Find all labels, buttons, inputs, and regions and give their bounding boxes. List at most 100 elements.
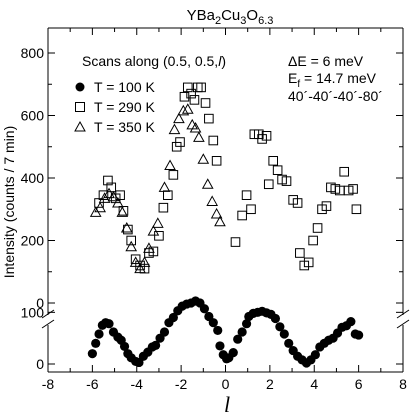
point-350k — [138, 256, 151, 267]
point-350k — [94, 201, 106, 213]
point-350k — [107, 190, 120, 202]
point-350k — [210, 207, 223, 219]
y-tick-label: 0 — [36, 295, 44, 311]
point-290k — [148, 246, 159, 257]
point-290k — [211, 156, 222, 166]
scan-annotation: Scans along (0.5, 0.5,l) — [82, 53, 226, 69]
y-tick-label: 600 — [21, 108, 45, 124]
x-tick-label: 2 — [266, 376, 274, 392]
point-290k — [268, 156, 279, 166]
point-100k — [237, 327, 247, 337]
point-100k — [215, 341, 225, 351]
point-100k — [310, 350, 320, 360]
scan-text: Scans along (0.5, 0.5, — [82, 53, 218, 69]
point-350k — [125, 240, 138, 252]
point-100k — [87, 349, 97, 359]
point-100k — [270, 313, 281, 324]
point-290k — [200, 98, 211, 108]
point-100k — [168, 312, 178, 323]
point-100k — [94, 329, 104, 339]
point-290k — [348, 184, 358, 194]
point-290k — [295, 248, 305, 258]
point-290k — [351, 204, 362, 215]
point-290k — [321, 201, 332, 211]
point-350k — [164, 159, 176, 170]
point-290k — [168, 170, 179, 180]
point-350k — [173, 112, 185, 124]
point-290k — [261, 131, 272, 141]
data-points — [87, 82, 364, 368]
scan-l: l — [218, 53, 222, 69]
point-290k — [179, 91, 190, 102]
point-290k — [263, 179, 274, 190]
point-290k — [339, 166, 350, 177]
point-350k — [116, 206, 129, 217]
energy-resolution: ΔE = 6 meV — [288, 53, 364, 69]
legend-label-350k: T = 350 K — [94, 119, 156, 135]
point-100k — [208, 318, 218, 328]
point-290k — [158, 202, 169, 213]
title-part: O — [246, 7, 258, 24]
point-350k — [143, 242, 155, 253]
point-350k — [120, 221, 133, 233]
x-tick-label: 0 — [222, 376, 230, 392]
point-350k — [214, 215, 226, 227]
point-100k — [159, 327, 170, 337]
point-290k — [292, 198, 303, 208]
title-sub: 2 — [215, 15, 221, 27]
point-290k — [192, 82, 203, 93]
axis-break-marks — [41, 309, 410, 329]
point-350k — [201, 178, 214, 189]
x-tick-label: 8 — [399, 376, 407, 392]
final-energy: Ef = 14.7 meV — [288, 70, 377, 90]
point-100k — [213, 325, 223, 336]
y-tick-label: 200 — [21, 233, 45, 249]
point-290k — [154, 231, 164, 241]
point-350k — [181, 103, 194, 114]
point-350k — [186, 118, 199, 130]
point-100k — [241, 319, 252, 329]
ef-rest: = 14.7 meV — [300, 70, 377, 86]
point-290k — [98, 190, 109, 200]
point-290k — [246, 204, 256, 215]
point-350k — [197, 153, 210, 164]
point-100k — [151, 340, 161, 350]
legend-marker-350k — [74, 120, 86, 132]
collimation: 40´-40´-40´-80´ — [288, 88, 383, 104]
point-290k — [126, 235, 137, 246]
point-100k — [279, 329, 289, 339]
point-290k — [208, 135, 219, 146]
x-tick-label: -6 — [86, 376, 99, 392]
point-350k — [206, 195, 219, 206]
y-tick-label-lower: 100 — [21, 304, 45, 320]
point-290k — [281, 176, 292, 186]
y-tick-label: 800 — [21, 45, 45, 61]
point-350k — [158, 181, 171, 192]
x-axis-label: l — [224, 392, 230, 417]
x-tick-label: -4 — [131, 376, 144, 392]
point-290k — [118, 206, 129, 216]
title-sub: 3 — [240, 15, 246, 27]
title-part: Cu — [221, 7, 240, 24]
point-290k — [163, 190, 173, 200]
point-350k — [168, 123, 181, 135]
point-100k — [228, 348, 238, 358]
x-tick-label: 4 — [310, 376, 318, 392]
point-350k — [112, 196, 124, 208]
point-290k — [272, 165, 283, 175]
point-100k — [233, 334, 243, 344]
title-sub: 6.3 — [258, 15, 273, 27]
point-100k — [354, 330, 364, 340]
point-100k — [199, 304, 210, 314]
point-290k — [204, 113, 214, 124]
point-290k — [230, 237, 241, 247]
point-100k — [104, 319, 114, 329]
point-350k — [151, 217, 164, 228]
point-290k — [182, 82, 193, 93]
point-290k — [186, 88, 196, 99]
point-290k — [241, 190, 252, 200]
point-350k — [129, 256, 142, 267]
legend-marker-290k — [75, 102, 85, 112]
point-290k — [237, 210, 247, 221]
title-part: YBa — [187, 7, 216, 24]
